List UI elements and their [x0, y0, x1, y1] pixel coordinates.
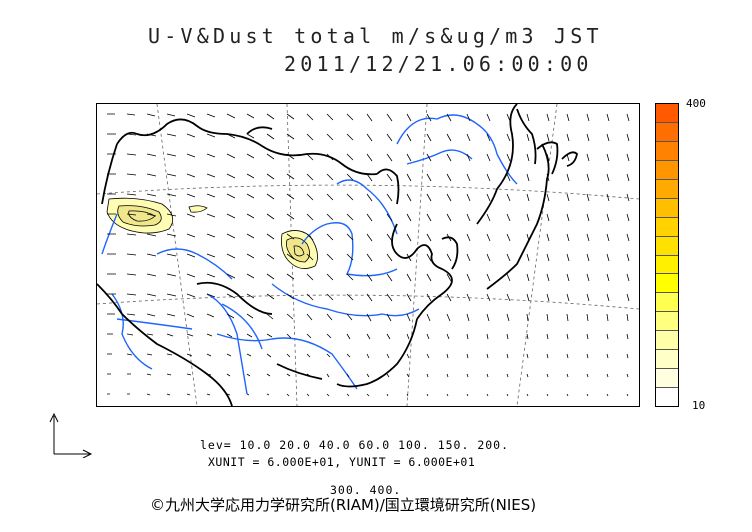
contour-levels-line2: 300. 400.: [330, 483, 402, 497]
chart-datetime: 2011/12/21.06:00:00: [284, 52, 593, 76]
colorbar-step: [656, 293, 678, 313]
colorbar-min-label: 10: [692, 399, 706, 412]
dust-plume-west: [106, 197, 208, 234]
colorbar-step: [656, 179, 678, 199]
colorbar-step: [656, 141, 678, 161]
colorbar-step: [656, 217, 678, 237]
colorbar-step: [656, 160, 678, 180]
colorbar-step: [656, 331, 678, 351]
map-svg: [97, 104, 639, 406]
colorbar-step: [656, 236, 678, 256]
colorbar-steps: [656, 104, 678, 406]
colorbar-max-label: 400: [686, 97, 706, 110]
colorbar-step: [656, 350, 678, 370]
contour-levels: lev= 10.0 20.0 40.0 60.0 100. 150. 200. …: [200, 408, 509, 513]
coastlines: [97, 104, 578, 406]
rivers: [101, 114, 518, 395]
wind-dust-map: [96, 103, 640, 407]
colorbar-step: [656, 198, 678, 218]
chart-title: U-V&Dust total m/s&ug/m3 JST: [148, 24, 603, 48]
colorbar-step: [656, 388, 678, 406]
dust-plume-central: [281, 230, 318, 269]
colorbar-step: [656, 255, 678, 275]
colorbar-step: [656, 122, 678, 142]
wind-vectors: [107, 113, 630, 397]
dust-colorbar: [655, 103, 679, 407]
contour-levels-line1: lev= 10.0 20.0 40.0 60.0 100. 150. 200.: [200, 438, 510, 452]
colorbar-step: [656, 274, 678, 294]
colorbar-step: [656, 312, 678, 332]
copyright-notice: ©九州大学応用力学研究所(RIAM)/国立環境研究所(NIES): [150, 496, 537, 514]
vector-axes-icon: [49, 412, 93, 458]
vector-units: XUNIT = 6.000E+01, YUNIT = 6.000E+01: [208, 455, 476, 469]
colorbar-step: [656, 104, 678, 123]
colorbar-step: [656, 369, 678, 389]
